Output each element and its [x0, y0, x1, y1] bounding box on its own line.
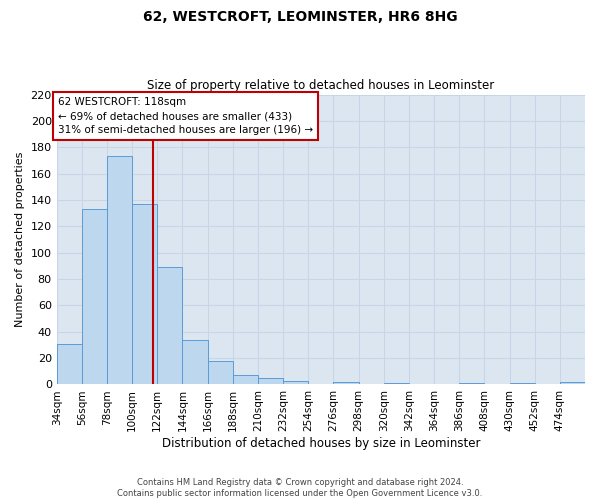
Bar: [459, 383, 484, 384]
Bar: [132, 204, 157, 384]
Text: 62 WESTCROFT: 118sqm
← 69% of detached houses are smaller (433)
31% of semi-deta: 62 WESTCROFT: 118sqm ← 69% of detached h…: [58, 97, 313, 135]
Text: Contains HM Land Registry data © Crown copyright and database right 2024.
Contai: Contains HM Land Registry data © Crown c…: [118, 478, 482, 498]
Bar: [283, 380, 308, 384]
Bar: [384, 383, 409, 384]
Bar: [157, 267, 182, 384]
Bar: [208, 360, 233, 384]
Text: 62, WESTCROFT, LEOMINSTER, HR6 8HG: 62, WESTCROFT, LEOMINSTER, HR6 8HG: [143, 10, 457, 24]
Bar: [509, 383, 535, 384]
Bar: [82, 209, 107, 384]
Title: Size of property relative to detached houses in Leominster: Size of property relative to detached ho…: [147, 79, 494, 92]
Bar: [107, 156, 132, 384]
Bar: [233, 375, 258, 384]
Y-axis label: Number of detached properties: Number of detached properties: [15, 152, 25, 327]
Bar: [560, 382, 585, 384]
Bar: [258, 378, 283, 384]
Bar: [334, 382, 359, 384]
X-axis label: Distribution of detached houses by size in Leominster: Distribution of detached houses by size …: [161, 437, 480, 450]
Bar: [182, 340, 208, 384]
Bar: [56, 344, 82, 384]
